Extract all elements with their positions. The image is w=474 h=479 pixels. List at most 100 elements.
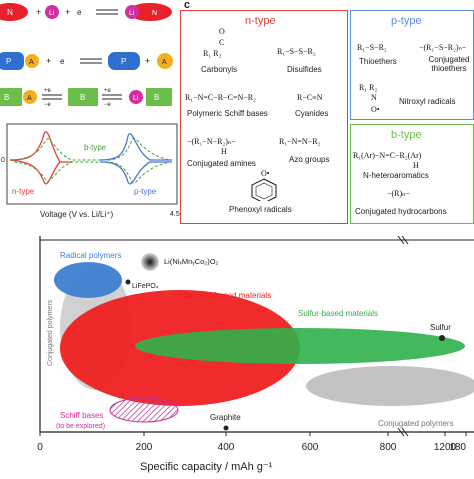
li-ion-shape xyxy=(129,90,143,104)
ptype-item-thioethers: Thioethers xyxy=(359,57,397,66)
row3-e1: +e xyxy=(44,88,52,94)
amine-h: H xyxy=(221,147,227,156)
carbonyl-o: O xyxy=(219,27,225,36)
legend-p-type: p-type xyxy=(134,187,157,196)
btype-title: b-type xyxy=(391,129,422,141)
label-graphite: Graphite xyxy=(210,413,241,422)
ptype-item-conj-thioethers: Conjugated thioethers xyxy=(428,55,470,73)
b-type-curve xyxy=(13,161,171,184)
label-conj-right: Conjugated polymers xyxy=(378,419,454,428)
n-hetero-formula: R₁(Ar)−N=C−R₂(Ar) xyxy=(353,151,422,160)
disulfide-formula: R₁−S−S−R₂ xyxy=(277,47,316,56)
sulfur-based-bubble xyxy=(135,328,465,364)
anion-shape xyxy=(157,53,173,69)
label-radical-polymers: Radical polymers xyxy=(60,251,121,260)
row3-e4: −e xyxy=(104,102,112,108)
anion-shape xyxy=(25,54,39,68)
label-conj-left: Conjugated polymers xyxy=(47,299,54,366)
panel-label-c: c xyxy=(184,0,191,11)
thioether-formula: R₁−S−R₂ xyxy=(357,43,387,52)
cv-plot-svg: 0 b-type n-type p-type 4.5 Voltage (V vs… xyxy=(1,123,180,219)
x-tick-label: 0 xyxy=(37,442,43,453)
axis-break-mark xyxy=(397,427,405,437)
li-ion-shape xyxy=(45,5,59,19)
cyanide-formula: R−C≡N xyxy=(297,93,323,102)
x-tick-label: 600 xyxy=(302,442,319,453)
li-n-complex-shape xyxy=(128,3,172,21)
ntype-item-carbonyls: Carbonyls xyxy=(201,65,238,74)
reaction-scheme-svg: N + Li + e Li N P A + e P + A B A +e −e xyxy=(0,3,173,108)
sulfur-marker xyxy=(439,335,445,341)
x-tick-label: 1200 xyxy=(434,442,457,453)
row1-plus2: + xyxy=(65,7,70,17)
label-schiff-bases: Schiff bases xyxy=(60,411,103,420)
p-molecule-shape xyxy=(0,52,24,70)
conj-hc-formula: −(R)ₙ− xyxy=(387,189,410,198)
ntype-item-amines: Conjugated amines xyxy=(187,159,256,168)
row3-left-a: B xyxy=(4,93,9,102)
label-schiff-explore: (to be explored) xyxy=(56,423,105,430)
row2-electron: e xyxy=(60,57,65,66)
legend-b-type: b-type xyxy=(84,143,107,152)
btype-item-n-hetero: N-heteroaromatics xyxy=(363,171,429,180)
axis-break-mark xyxy=(401,427,409,437)
azo-formula: R₁−N=N−R₂ xyxy=(279,137,321,146)
nitroxyl-o: O• xyxy=(371,105,380,114)
row1-right-a: Li xyxy=(129,10,135,17)
p-type-curve xyxy=(99,133,172,161)
n-type-curve xyxy=(9,159,61,185)
conj-polymers-right-bubble xyxy=(306,366,474,406)
ntype-item-cyanides: Cyanides xyxy=(295,109,329,118)
n-hetero-h: H xyxy=(413,161,419,170)
label-sulfur: Sulfur xyxy=(430,323,451,332)
b-type-curve xyxy=(13,137,171,161)
nitroxyl-n: N xyxy=(371,93,377,102)
capacity-bubble-chart: 0 200 400 600 800 1200 180 Radical polymers Li… xyxy=(0,235,474,474)
axis-break-mark xyxy=(397,235,405,245)
row2-left-a: P xyxy=(6,57,11,66)
conj-thioether-formula: −(R₁−S−R₂)ₙ− xyxy=(419,43,467,52)
benzene-ring-icon xyxy=(251,178,277,201)
row1-left-a: N xyxy=(7,8,13,17)
legend-n-type: n-type xyxy=(12,187,35,196)
ntype-box: n-type O C R₁ R₂ Carbonyls R₁−S−S−R₂ Dis… xyxy=(180,10,348,224)
ptype-title: p-type xyxy=(391,15,422,27)
row3-right-a: B xyxy=(80,93,85,102)
row3-left-b: A xyxy=(27,95,32,102)
b-molecule-shape xyxy=(68,88,98,106)
cv-x-label: Voltage (V vs. Li/Li⁺) xyxy=(40,210,113,219)
row3-e2: −e xyxy=(44,102,52,108)
row2-left-b: A xyxy=(29,59,34,66)
b-molecule-shape xyxy=(0,88,22,106)
x-tick-label: 200 xyxy=(136,442,153,453)
x-axis-label: Specific capacity / mAh g⁻¹ xyxy=(140,461,273,473)
x-tick-label: 400 xyxy=(218,442,235,453)
reaction-scheme: N + Li + e Li N P A + e P + A B A +e −e xyxy=(0,0,178,120)
ptype-item-nitroxyl: Nitroxyl radicals xyxy=(399,97,456,106)
row1-plus1: + xyxy=(36,7,41,17)
carbonyl-r: R₁ R₂ xyxy=(203,49,222,58)
cv-y-tick: 0 xyxy=(1,157,5,164)
x-tick-label: 800 xyxy=(380,442,397,453)
lifepo4-marker xyxy=(125,279,131,285)
radical-polymers-bubble xyxy=(54,262,122,298)
x-tick-label: 180 xyxy=(449,442,466,453)
label-nmc: Li(NiₓMnᵧCo₂)O₂ xyxy=(164,257,219,266)
cv-plot: 0 b-type n-type p-type 4.5 Voltage (V vs… xyxy=(0,120,180,220)
li-ion-shape xyxy=(125,5,139,19)
row1-left-b: Li xyxy=(49,10,55,17)
amine-formula: −(R₁−N−R₂)ₙ− xyxy=(187,137,236,146)
carbonyl-c: C xyxy=(219,38,225,47)
schiff-formula: R₁−N=C−R−C=N−R₂ xyxy=(185,93,256,102)
label-lifepo4: LiFePO₄ xyxy=(132,283,159,290)
row3-right-b: Li xyxy=(133,95,139,102)
ntype-title: n-type xyxy=(245,15,276,27)
row1-electron: e xyxy=(77,8,82,17)
btype-box: b-type R₁(Ar)−N=C−R₂(Ar) H N-heteroaroma… xyxy=(350,124,474,224)
btype-item-conj-hc: Conjugated hydrocarbons xyxy=(355,207,447,216)
p-type-curve xyxy=(99,161,172,185)
nitroxyl-r: R₁ R₂ xyxy=(359,83,378,92)
phenoxyl-o: O• xyxy=(261,169,270,178)
ptype-box: p-type R₁−S−R₂ Thioethers −(R₁−S−R₂)ₙ− C… xyxy=(350,10,474,120)
row2-plus2: + xyxy=(145,56,150,66)
